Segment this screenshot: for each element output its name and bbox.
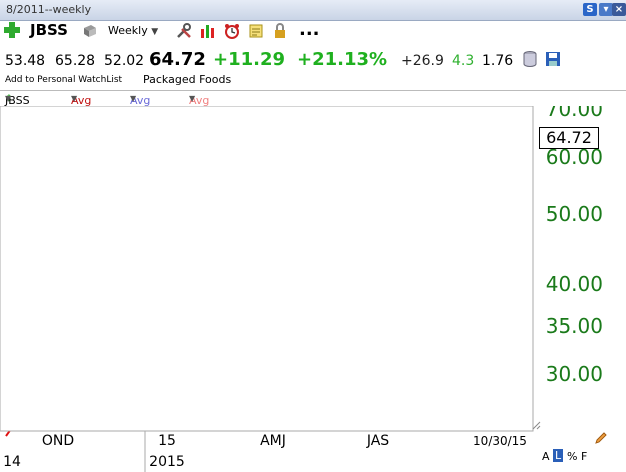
high-value: 65.28 — [55, 53, 96, 69]
stat-value-1: +26.9 — [401, 53, 444, 69]
open-value: 53.48 — [5, 53, 46, 69]
percent-button[interactable]: % — [567, 450, 578, 463]
title-bar: 8/2011--weekly S ▾ × — [0, 0, 626, 21]
quote-header: 53.48 65.28 52.02 64.72 +11.29 +21.13% +… — [0, 44, 626, 91]
x-tick-label: 14 — [3, 454, 21, 470]
change-value: +11.29 — [213, 49, 286, 70]
y-tick-label: 40.00 — [546, 272, 603, 296]
candles-icon[interactable] — [200, 23, 216, 39]
x-tick-label: OND — [42, 433, 74, 449]
x-tick-label: 10/30/15 — [473, 434, 527, 448]
chart-toolbar: JBSS Weekly ▼ ... — [0, 19, 626, 43]
y-axis: 70.00 60.00 50.00 40.00 35.00 30.00 — [546, 106, 603, 386]
save-icon[interactable] — [545, 51, 561, 67]
stat-value-2: 4.3 — [452, 53, 475, 69]
x-tick-label: AMJ — [260, 433, 286, 449]
industry-label: Packaged Foods — [143, 73, 232, 86]
chevron-down-icon: ▼ — [71, 94, 78, 103]
more-button[interactable]: ... — [299, 19, 320, 40]
l-button[interactable]: L — [553, 449, 564, 462]
y-tick-label: 70.00 — [546, 106, 603, 121]
chevron-down-icon: ▼ — [130, 94, 137, 103]
x-tick-label: 15 — [158, 433, 176, 449]
f-button[interactable]: F — [581, 450, 588, 463]
database-icon[interactable] — [523, 51, 537, 67]
x-tick-label: JAS — [366, 433, 389, 449]
indicator-legend: ⇕ JBSS ▼ Avg 30 ▼ Avg 10 ▼ Avg 4 ▼ — [0, 90, 626, 120]
y-tick-label: 30.00 — [546, 362, 603, 386]
a-button[interactable]: A — [542, 450, 550, 463]
pencil-icon[interactable] — [594, 431, 608, 445]
last-price-box: 64.72 — [539, 127, 599, 149]
alarm-clock-icon[interactable] — [224, 23, 240, 39]
symbol-icon[interactable]: S — [583, 3, 597, 16]
symbol-label[interactable]: JBSS — [30, 21, 68, 39]
chevron-down-icon: ▼ — [151, 27, 159, 37]
add-to-watchlist-link[interactable]: Add to Personal WatchList — [5, 75, 123, 85]
legend-symbol-label: JBSS — [5, 94, 30, 107]
note-icon[interactable] — [248, 23, 264, 39]
plot-area — [0, 106, 534, 432]
tools-icon[interactable] — [176, 23, 192, 39]
price-chart[interactable]: 70.00 60.00 50.00 40.00 35.00 30.00 OND 15 AMJ J… — [0, 106, 626, 472]
flag-icon[interactable]: ▾ — [599, 3, 613, 16]
lock-icon[interactable] — [272, 23, 288, 39]
window-title: 8/2011--weekly — [6, 3, 92, 16]
updown-arrows-icon: ⇕ — [5, 94, 13, 104]
period-dropdown[interactable]: Weekly ▼ — [108, 24, 158, 37]
stat-value-3: 1.76 — [482, 53, 514, 69]
add-symbol-icon[interactable] — [4, 22, 20, 38]
x-tick-label: 2015 — [149, 454, 185, 470]
y-tick-label: 50.00 — [546, 202, 603, 226]
last-price: 64.72 — [149, 49, 206, 70]
low-value: 52.02 — [104, 53, 145, 69]
resize-grip-icon[interactable] — [531, 420, 541, 430]
close-icon[interactable]: × — [612, 3, 626, 16]
y-tick-label: 60.00 — [546, 145, 603, 169]
change-percent: +21.13% — [297, 49, 388, 70]
y-tick-label: 35.00 — [546, 314, 603, 338]
chevron-down-icon: ▼ — [5, 94, 12, 103]
chevron-down-icon: ▼ — [189, 94, 196, 103]
period-label: Weekly — [108, 24, 148, 37]
notepad-icon[interactable] — [82, 23, 98, 39]
x-axis: OND 15 AMJ JAS 10/30/15 14 2015 — [3, 431, 527, 472]
